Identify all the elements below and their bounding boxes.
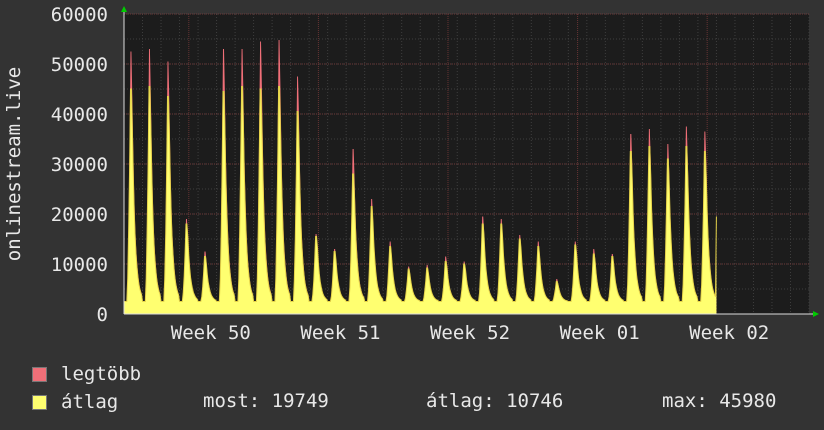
stat-atlag: átlag: 10746 xyxy=(426,390,564,412)
y-tick-label: 60000 xyxy=(51,4,108,26)
legend-item-legtobb: legtöbb xyxy=(32,363,141,385)
x-tick-label: Week 51 xyxy=(300,322,380,344)
y-tick-label: 30000 xyxy=(51,154,108,176)
y-axis-arrow xyxy=(121,6,127,12)
x-tick-label: Week 01 xyxy=(560,322,640,344)
y-tick-label: 20000 xyxy=(51,204,108,226)
y-tick-label: 0 xyxy=(97,304,108,326)
y-tick-label: 10000 xyxy=(51,254,108,276)
y-tick-label: 40000 xyxy=(51,104,108,126)
y-axis-label: onlinestream.live xyxy=(3,67,25,261)
legend-item-atlag: átlag xyxy=(32,391,118,413)
legend: legtöbb átlag most: 19749 átlag: 10746 m… xyxy=(0,358,824,430)
legend-label-atlag: átlag xyxy=(61,391,119,413)
series-atlag-line xyxy=(124,86,717,302)
stat-most: most: 19749 xyxy=(203,390,329,412)
legend-label-legtobb: legtöbb xyxy=(61,363,142,385)
chart: 0 10000 20000 30000 40000 50000 60000 Week 50 We… xyxy=(3,4,819,344)
y-tick-label: 50000 xyxy=(51,54,108,76)
stat-max: max: 45980 xyxy=(662,390,777,412)
x-axis-arrow xyxy=(813,311,819,317)
x-tick-label: Week 52 xyxy=(430,322,510,344)
x-tick-label: Week 50 xyxy=(171,322,251,344)
legend-swatch-atlag xyxy=(32,394,47,410)
series-atlag-area xyxy=(124,86,717,314)
x-tick-label: Week 02 xyxy=(689,322,769,344)
legend-swatch-legtobb xyxy=(32,366,47,382)
